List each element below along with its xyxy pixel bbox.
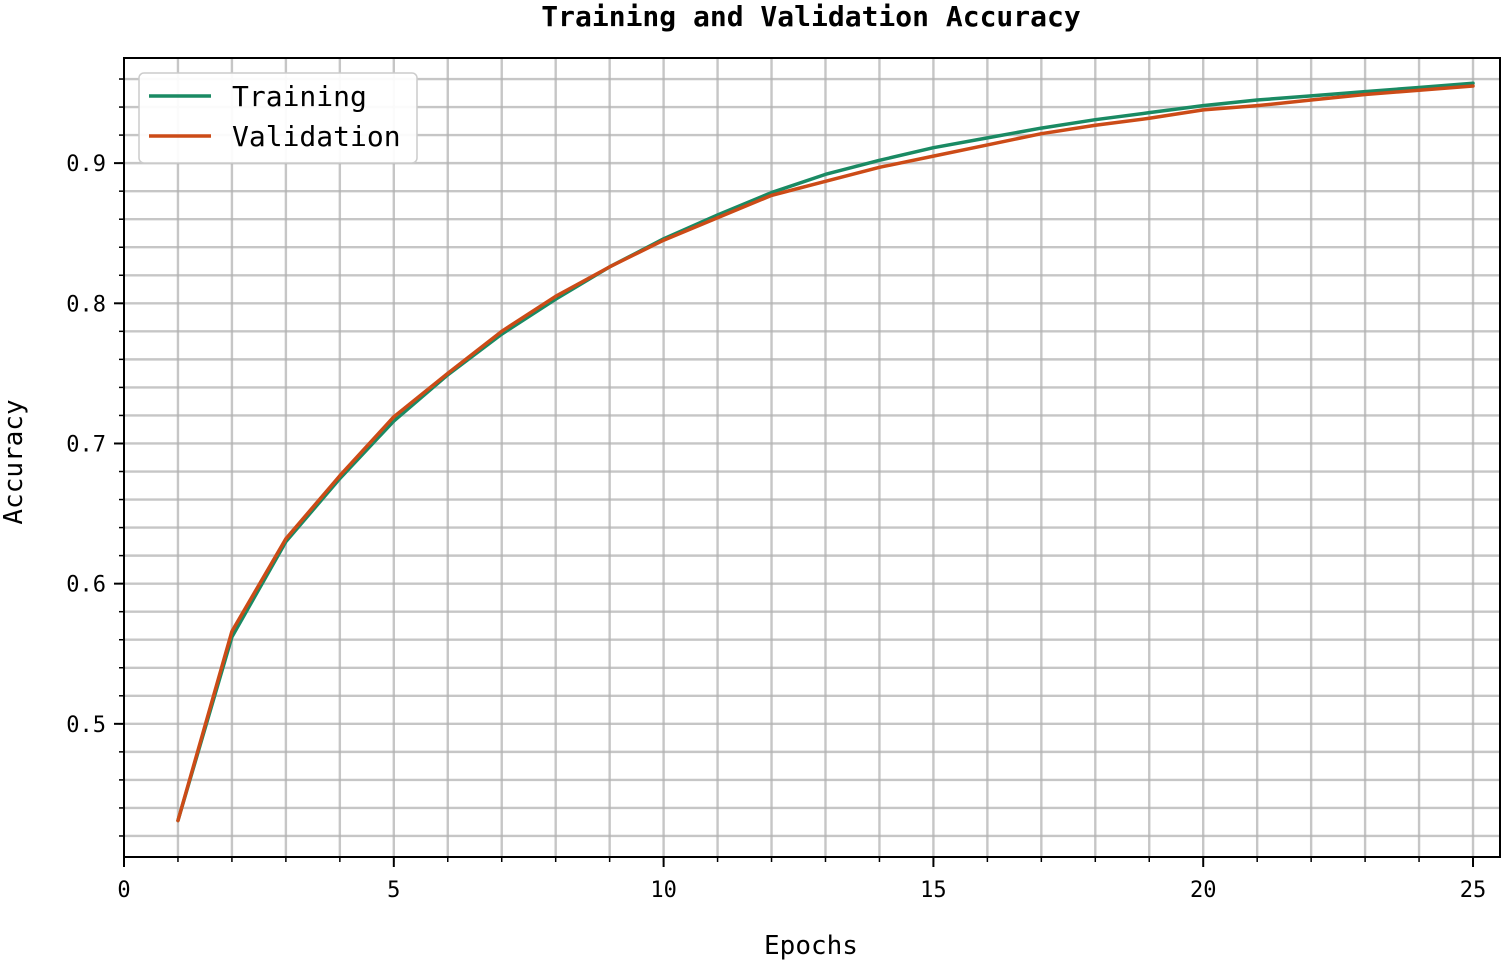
chart-title: Training and Validation Accuracy (541, 0, 1081, 33)
x-tick-label: 0 (117, 878, 130, 903)
x-tick-label: 5 (387, 878, 400, 903)
series-line-training (176, 81, 1475, 823)
x-axis-label: Epochs (764, 931, 858, 961)
y-tick-label: 0.8 (66, 292, 106, 317)
legend: Training Validation (138, 72, 418, 164)
x-tick-label: 15 (920, 878, 947, 903)
y-axis-label: Accuracy (0, 399, 29, 524)
plot-frame (123, 57, 1501, 858)
x-tick-label: 25 (1460, 878, 1487, 903)
legend-label: Validation (232, 120, 401, 153)
y-tick-label: 0.9 (66, 152, 106, 177)
axis-ticks: 0 5 10 15 20 25 0.5 0.6 0.7 0.8 0.9 (66, 78, 1487, 903)
y-tick-label: 0.5 (66, 713, 106, 738)
plot-lines (176, 81, 1475, 823)
y-tick-label: 0.6 (66, 573, 106, 598)
series-line-validation (176, 84, 1475, 823)
y-tick-label: 0.7 (66, 432, 106, 457)
x-tick-label: 10 (650, 878, 677, 903)
legend-label: Training (232, 80, 367, 113)
x-tick-label: 20 (1190, 878, 1217, 903)
